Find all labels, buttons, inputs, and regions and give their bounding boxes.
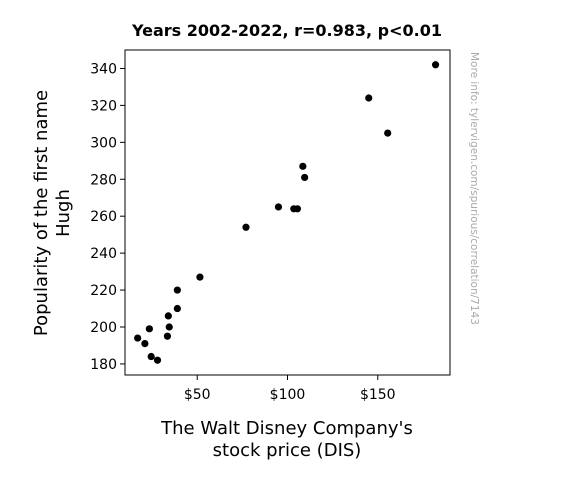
y-tick-label: 300 [90,135,117,151]
data-point [301,173,309,182]
x-axis-label-line-1: The Walt Disney Company's [160,418,413,439]
data-point [141,340,149,348]
data-point [299,162,307,170]
y-tick-label: 320 [90,98,117,114]
x-tick-label: $100 [270,387,306,403]
chart-title: Years 2002-2022, r=0.983, p<0.01 [131,21,442,40]
data-point [173,304,181,313]
y-axis-label-line-2: Hugh [53,189,74,237]
x-tick-label: $50 [184,387,211,403]
x-tick-label: $150 [360,387,396,403]
data-point [163,332,172,340]
data-point [145,325,153,333]
data-point [242,223,250,231]
y-tick-label: 340 [90,61,117,77]
data-point [431,61,440,69]
data-point [147,352,155,361]
y-tick-label: 280 [90,172,117,188]
plot-frame [124,49,451,376]
data-point [164,312,172,320]
data-point [384,129,392,137]
data-point [365,94,373,102]
y-tick-label: 240 [90,246,117,262]
y-tick-label: 200 [90,320,117,336]
plot-area: 180 200 220 240 260 280 300 320 340 $50 $100 $150 [90,61,440,403]
y-tick-label: 260 [90,209,117,225]
data-point [134,334,142,342]
watermark-text: More info: tylervigen.com/spurious/corre… [468,52,480,325]
y-tick-label: 180 [90,357,117,373]
data-point [274,203,283,211]
data-point [173,286,181,294]
data-point [153,356,162,364]
x-axis-label-line-2: stock price (DIS) [213,440,362,461]
y-tick-label: 220 [90,283,117,299]
data-point [293,205,302,213]
data-point [165,323,173,331]
y-axis-label: Popularity of the first name Hugh [31,90,74,336]
y-axis-label-line-1: Popularity of the first name [31,90,52,336]
data-point [196,273,204,281]
